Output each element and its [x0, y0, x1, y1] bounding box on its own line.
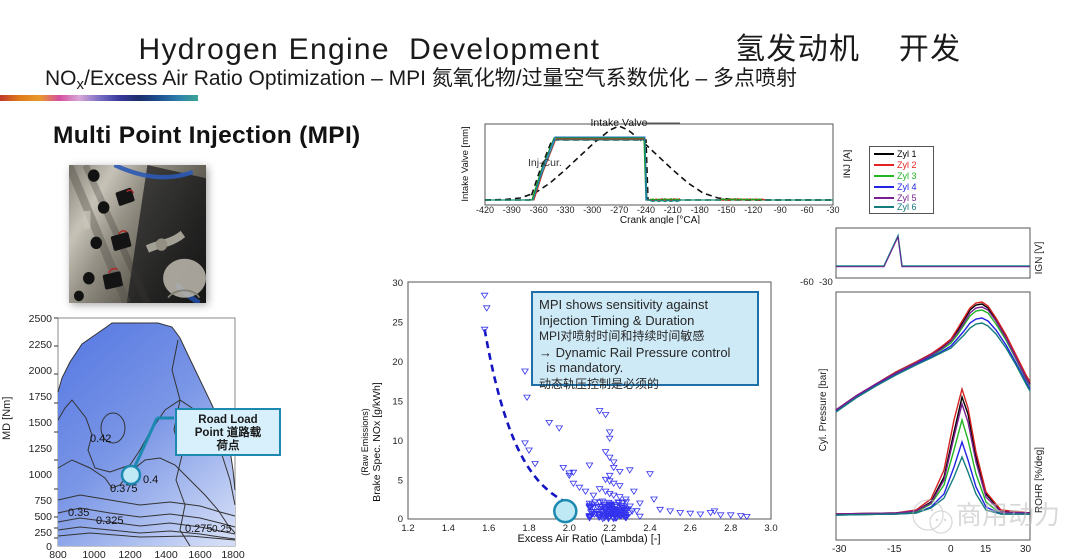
- svg-text:-270: -270: [610, 205, 628, 215]
- svg-text:(Raw Emissions): (Raw Emissions): [360, 408, 370, 476]
- svg-text:-360: -360: [530, 205, 548, 215]
- svg-text:INJ [A]: INJ [A]: [842, 150, 853, 179]
- svg-text:2.8: 2.8: [724, 523, 737, 534]
- svg-text:0.25: 0.25: [212, 524, 232, 535]
- svg-text:2500: 2500: [29, 313, 53, 325]
- svg-text:Intake Valve [mm]: Intake Valve [mm]: [460, 126, 471, 201]
- svg-text:3.0: 3.0: [764, 523, 777, 534]
- svg-text:0.325: 0.325: [96, 515, 124, 527]
- svg-text:-300: -300: [583, 205, 601, 215]
- svg-text:-420: -420: [476, 205, 494, 215]
- svg-text:1600: 1600: [188, 549, 212, 559]
- svg-text:Zyl 3: Zyl 3: [897, 171, 917, 181]
- svg-text:500: 500: [34, 511, 52, 523]
- svg-text:1.2: 1.2: [401, 523, 414, 534]
- svg-text:-60: -60: [800, 205, 813, 215]
- svg-text:1500: 1500: [29, 417, 53, 429]
- svg-text:1250: 1250: [29, 443, 53, 455]
- svg-text:-90: -90: [774, 205, 787, 215]
- svg-text:Cyl. Pressure [bar]: Cyl. Pressure [bar]: [818, 368, 829, 451]
- svg-text:800: 800: [49, 549, 67, 559]
- svg-text:-30: -30: [826, 205, 839, 215]
- svg-text:Zyl 1: Zyl 1: [897, 149, 917, 159]
- svg-text:-180: -180: [691, 205, 709, 215]
- svg-text:0.4: 0.4: [143, 474, 158, 486]
- svg-text:2.6: 2.6: [684, 523, 697, 534]
- svg-text:750: 750: [34, 495, 52, 507]
- svg-text:2250: 2250: [29, 339, 53, 351]
- svg-text:1400: 1400: [154, 549, 178, 559]
- svg-text:Zyl 6: Zyl 6: [897, 202, 917, 212]
- svg-text:Inj-Cur.: Inj-Cur.: [528, 157, 562, 169]
- svg-text:1800: 1800: [221, 549, 245, 559]
- svg-text:MD [Nm]: MD [Nm]: [1, 397, 13, 440]
- svg-text:0.275: 0.275: [185, 523, 213, 535]
- svg-text:15: 15: [392, 397, 403, 408]
- svg-text:2000: 2000: [29, 365, 53, 377]
- svg-text:商用动力: 商用动力: [956, 500, 1060, 530]
- svg-text:-330: -330: [556, 205, 574, 215]
- svg-text:-390: -390: [503, 205, 521, 215]
- svg-text:1200: 1200: [118, 549, 142, 559]
- svg-text:1.4: 1.4: [442, 523, 455, 534]
- svg-text:0.42: 0.42: [90, 433, 111, 445]
- svg-text:Brake Spec. NOx [g/kWh]: Brake Spec. NOx [g/kWh]: [371, 382, 383, 502]
- svg-text:Excess Air Ratio (Lambda) [-]: Excess Air Ratio (Lambda) [-]: [517, 533, 660, 545]
- svg-text:-210: -210: [664, 205, 682, 215]
- svg-text:1.6: 1.6: [482, 523, 495, 534]
- svg-text:250: 250: [34, 527, 52, 539]
- svg-text:-150: -150: [717, 205, 735, 215]
- svg-text:Zyl 2: Zyl 2: [897, 160, 917, 170]
- svg-text:30: 30: [392, 278, 403, 289]
- svg-text:10: 10: [392, 436, 403, 447]
- svg-text:1000: 1000: [82, 549, 106, 559]
- svg-text:25: 25: [392, 318, 403, 329]
- svg-text:-120: -120: [744, 205, 762, 215]
- svg-text:20: 20: [392, 357, 403, 368]
- svg-text:IGN [V]: IGN [V]: [1034, 241, 1045, 274]
- svg-text:0.35: 0.35: [68, 507, 89, 519]
- svg-text:5: 5: [398, 476, 403, 487]
- svg-text:1000: 1000: [29, 469, 53, 481]
- svg-text:Crank angle [°CA]: Crank angle [°CA]: [620, 215, 700, 224]
- svg-text:-240: -240: [637, 205, 655, 215]
- svg-text:1750: 1750: [29, 391, 53, 403]
- svg-text:Zyl 4: Zyl 4: [897, 182, 917, 192]
- svg-text:Intake Valve: Intake Valve: [590, 118, 647, 129]
